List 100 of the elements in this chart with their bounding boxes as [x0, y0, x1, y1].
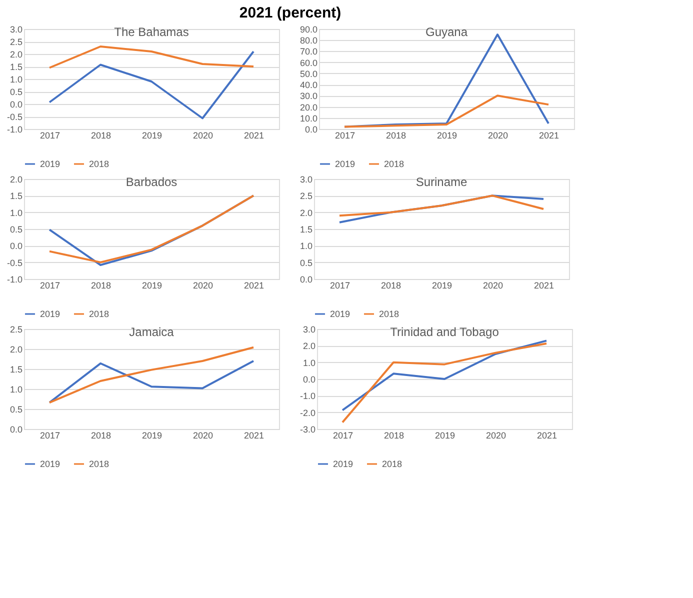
x-tick-label: 2017 [330, 280, 350, 290]
y-tick-label: 1.5 [10, 62, 22, 72]
y-tick-label: 20.0 [300, 102, 318, 112]
legend-label: 2018 [379, 309, 400, 319]
x-tick-label: 2017 [334, 130, 356, 140]
line-series [342, 342, 548, 424]
x-tick-label: 2021 [244, 130, 264, 140]
x-tick-label: 2020 [482, 280, 504, 290]
line-series [342, 340, 548, 412]
legend-label: 2019 [333, 459, 354, 469]
x-tick-label: 2017 [40, 130, 60, 140]
x-tick-label: 2019 [436, 130, 458, 140]
text: 2021 (percent) [239, 4, 342, 22]
x-tick-label: 2019 [432, 280, 452, 290]
y-tick-label: 1.0 [10, 384, 22, 394]
y-tick-label: 40.0 [300, 80, 318, 90]
x-tick-label: 2021 [536, 430, 558, 440]
y-tick-label: 0.0 [10, 424, 22, 434]
y-tick-label: 0.0 [300, 274, 312, 284]
x-tick-label: 2017 [40, 280, 60, 290]
x-tick-label: 2021 [244, 280, 264, 290]
x-tick-label: 2018 [380, 280, 402, 290]
y-tick-label: 3.0 [10, 24, 22, 34]
y-tick-label: 2.0 [10, 174, 22, 184]
x-tick-label: 2019 [142, 430, 162, 440]
chart-title: Guyana [425, 25, 468, 39]
y-tick-label: 1.5 [10, 191, 22, 202]
y-tick-label: 3.0 [300, 174, 312, 184]
y-tick-label: 0.0 [302, 374, 316, 384]
legend-label: 2018 [89, 309, 110, 319]
legend-label: 2018 [89, 159, 110, 169]
x-tick-label: 2019 [142, 280, 162, 290]
x-tick-label: 2017 [332, 430, 354, 440]
y-tick-label: 1.0 [10, 208, 22, 218]
legend-label: 2018 [382, 459, 402, 469]
y-tick-label: 1.0 [10, 74, 22, 84]
y-tick-label: 0.5 [10, 404, 22, 414]
legend-label: 2019 [40, 459, 60, 469]
legend-label: 2019 [40, 159, 60, 169]
chart-title: Jamaica [129, 325, 174, 339]
x-tick-label: 2020 [192, 130, 214, 140]
y-tick-label: -3.0 [300, 424, 316, 434]
y-tick-label: 2.5 [10, 37, 22, 47]
chart-title: Trinidad and Tobago [390, 325, 500, 339]
y-tick-label: 1.0 [302, 358, 316, 368]
y-tick-label: -0.5 [6, 112, 22, 122]
x-tick-label: 2021 [534, 280, 554, 290]
y-tick-label: 80.0 [300, 36, 318, 46]
x-tick-label: 2019 [434, 430, 456, 440]
x-tick-label: 2020 [488, 130, 508, 140]
x-tick-label: 2020 [486, 430, 506, 440]
y-tick-label: 0.5 [300, 258, 312, 268]
x-tick-label: 2021 [538, 130, 560, 140]
x-tick-label: 2018 [90, 430, 112, 440]
y-tick-label: -1.0 [300, 391, 316, 402]
y-tick-label: 2.0 [10, 344, 22, 354]
chart-title: Barbados [126, 175, 178, 189]
y-tick-label: 0.5 [10, 224, 22, 234]
y-tick-label: 10.0 [300, 113, 318, 124]
x-tick-label: 2018 [90, 280, 112, 290]
y-tick-label: 0.0 [10, 100, 22, 110]
chart-title: Suriname [416, 175, 468, 189]
x-tick-label: 2020 [192, 430, 214, 440]
legend-label: 2019 [335, 159, 356, 169]
y-tick-label: -1.0 [6, 274, 22, 284]
legend-label: 2019 [330, 309, 350, 319]
y-tick-label: 2.0 [302, 341, 316, 352]
line-series [48, 50, 254, 120]
y-tick-label: 0.5 [10, 87, 22, 97]
line-series [48, 360, 254, 404]
y-tick-label: 50.0 [300, 68, 318, 79]
y-tick-label: 1.5 [10, 364, 22, 374]
y-tick-label: 3.0 [302, 324, 316, 334]
y-tick-label: -1.0 [6, 124, 22, 134]
line-series [48, 46, 254, 69]
y-tick-label: 0.0 [10, 241, 22, 252]
y-tick-label: 1.0 [300, 241, 312, 252]
y-tick-label: 1.5 [300, 224, 312, 234]
legend-label: 2018 [384, 159, 404, 169]
y-tick-label: -2.0 [300, 408, 316, 418]
legend-label: 2019 [40, 309, 60, 319]
x-tick-label: 2017 [40, 430, 60, 440]
line-series [344, 94, 550, 128]
y-tick-label: 30.0 [300, 91, 318, 102]
line-series [48, 346, 254, 404]
x-tick-label: 2021 [244, 430, 264, 440]
y-tick-label: 90.0 [300, 24, 318, 34]
chart-title: The Bahamas [114, 25, 189, 39]
x-tick-label: 2020 [192, 280, 214, 290]
x-tick-label: 2019 [142, 130, 162, 140]
y-tick-label: 0.0 [304, 124, 318, 134]
y-tick-label: 60.0 [300, 58, 318, 68]
y-tick-label: 2.0 [300, 208, 312, 218]
x-tick-label: 2018 [386, 130, 406, 140]
x-tick-label: 2018 [384, 430, 404, 440]
x-tick-label: 2018 [90, 130, 112, 140]
y-tick-label: -0.5 [6, 258, 22, 268]
line-series [338, 194, 544, 217]
legend-label: 2018 [89, 459, 110, 469]
y-tick-label: 2.5 [10, 324, 22, 334]
